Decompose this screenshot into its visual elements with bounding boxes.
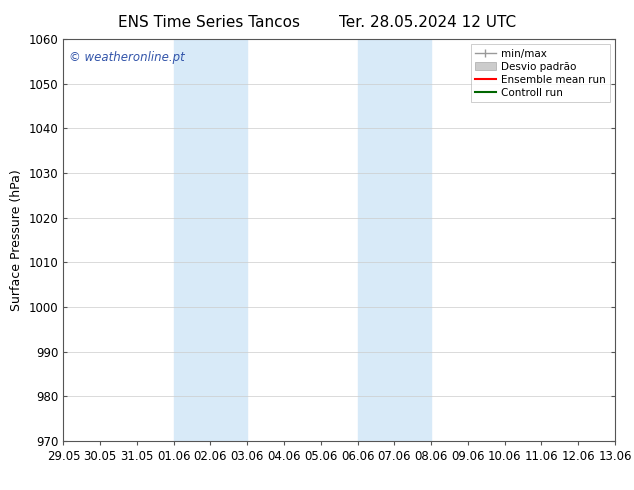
Text: ENS Time Series Tancos        Ter. 28.05.2024 12 UTC: ENS Time Series Tancos Ter. 28.05.2024 1… — [118, 15, 516, 30]
Y-axis label: Surface Pressure (hPa): Surface Pressure (hPa) — [10, 169, 23, 311]
Legend: min/max, Desvio padrão, Ensemble mean run, Controll run: min/max, Desvio padrão, Ensemble mean ru… — [470, 45, 610, 102]
Text: © weatheronline.pt: © weatheronline.pt — [69, 51, 184, 64]
Bar — [174, 39, 247, 441]
Bar — [358, 39, 431, 441]
